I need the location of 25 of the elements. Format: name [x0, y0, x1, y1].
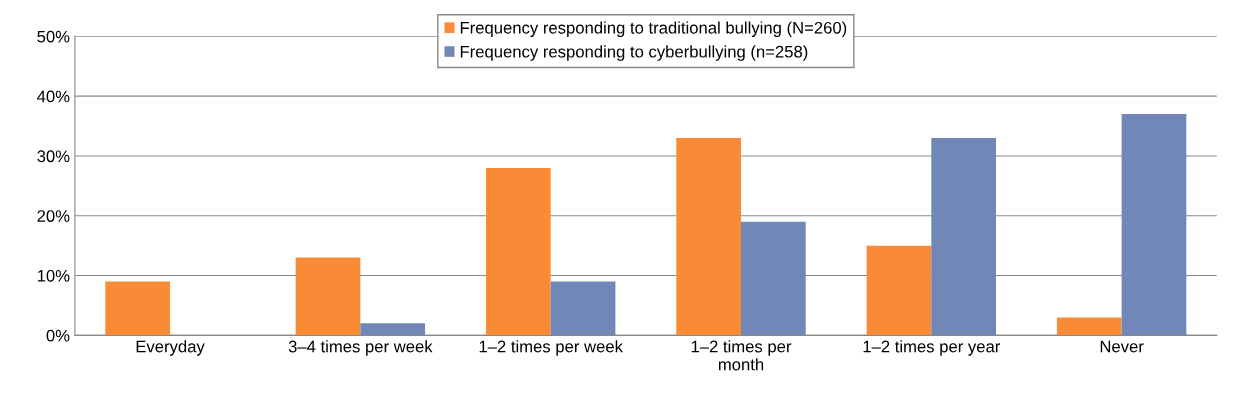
y-tick-label: 0%: [46, 329, 70, 342]
bar: [550, 281, 616, 336]
y-tick-label: 10%: [37, 269, 70, 282]
x-tick-label: 1–2 times per year: [863, 340, 1001, 356]
bar: [295, 257, 361, 336]
legend-label: Frequency responding to traditional bullying (N=260): [460, 21, 847, 37]
bar: [360, 323, 426, 336]
legend-label: Frequency responding to cyberbullying (n=258): [460, 45, 808, 61]
bar: [676, 138, 741, 336]
y-tick-label: 40%: [37, 90, 70, 103]
bar: [1056, 317, 1122, 336]
bar: [105, 281, 171, 336]
x-tick-label: Never: [1100, 340, 1144, 353]
y-tick-label: 30%: [37, 150, 70, 163]
bar: [931, 138, 997, 336]
x-tick-label: 1–2 times per week: [479, 340, 623, 356]
bar: [866, 245, 932, 336]
y-tick-label: 50%: [37, 30, 70, 43]
bar: [1121, 114, 1187, 336]
y-tick-label: 20%: [37, 210, 70, 222]
x-tick-label: 1–2 times per month: [691, 340, 792, 371]
bar: [741, 221, 806, 336]
x-tick-label: 3–4 times per week: [288, 340, 433, 356]
x-tick-label: Everyday: [136, 340, 205, 356]
bar: [485, 167, 551, 336]
